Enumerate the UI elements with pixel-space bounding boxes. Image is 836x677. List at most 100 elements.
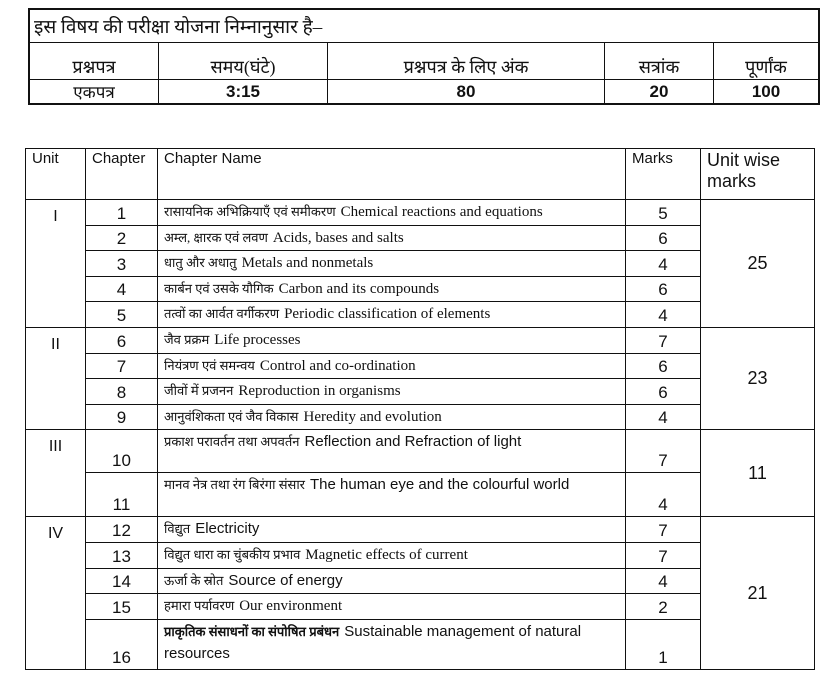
unit-cell: III [25,429,86,518]
chapter-name-english: Acids, bases and salts [272,229,404,246]
chapter-name: मानव नेत्र तथा रंग बिरंगा संसार The human… [157,472,626,518]
chapter-name-hindi: विद्युत धारा का चुंबकीय प्रभाव [164,546,301,562]
chapter-name-hindi: तत्वों का आर्वत वर्गीकरण [164,306,280,322]
chapter-name-hindi: कार्बन एवं उसके यौगिक [164,280,274,296]
chapter-marks: 7 [625,429,701,474]
chapter-number: 7 [85,352,158,380]
chapter-name-hindi: जैव प्रक्रम [164,331,210,347]
chapter-name-english: Reproduction in organisms [238,383,401,400]
chapter-marks: 7 [625,326,701,354]
chapter-name-english: Our environment [239,598,343,615]
chapter-name: अम्ल, क्षारक एवं लवण Acids, bases and sal… [157,224,626,252]
table-row: III 10 प्रकाश परावर्तन तथा अपवर्तन Reflecti… [25,429,815,518]
table-row: 15 हमारा पर्यावरण Our environment 2 [26,593,815,620]
table-row: I 1 रासायनिक अभिक्रियाएँ एवं समीकरण Chemica… [25,199,815,328]
chapter-name-english: Chemical reactions and equations [340,204,543,220]
chapter-name-hindi: हमारा पर्यावरण [164,598,235,614]
unit-wise-marks: 25 [700,199,815,328]
chapter-number: 14 [85,567,158,595]
table-row: 2 अम्ल, क्षारक एवं लवण Acids, bases and sa… [26,224,815,252]
unit-cell: IV [25,516,86,670]
chapter-name: जैव प्रक्रम Life processes [157,326,626,354]
table-row: 14 ऊर्जा के स्रोत Source of energy 4 [26,567,815,595]
unit-wise-marks: 23 [700,326,815,431]
exam-scheme-table: इस विषय की परीक्षा योजना निम्नानुसार है–… [28,8,820,105]
chapter-name-hindi: ऊर्जा के स्रोत [164,572,224,588]
chapter-marks: 4 [625,403,701,431]
chapter-name-english: Electricity [195,520,260,538]
chapter-name-english: Carbon and its compounds [278,280,440,297]
chapter-marks: 7 [625,541,701,569]
chapter-name-english: Control and co-ordination [259,357,416,374]
chapter-name-hindi: प्राकृतिक संसाधनों का संपोषित प्रबंधन [164,623,340,639]
table-row: IV 12 विद्युत Electricity 7 21 [25,516,815,670]
table-row: II 6 जैव प्रक्रम Life processes 7 23 [25,326,815,431]
unit-wise-marks: 11 [700,429,815,518]
value-time: 3:15 [158,79,328,105]
chapter-name: हमारा पर्यावरण Our environment [157,593,626,620]
chapter-marks: 4 [625,250,701,277]
chapter-name: धातु और अधातु Metals and nonmetals [157,250,626,277]
header-marks: Marks [625,148,701,200]
syllabus-table: Unit Chapter Chapter Name Marks Unit wis… [25,148,815,670]
table-row: 16 प्राकृतिक संसाधनों का संपोषित प्रबंधन S… [26,618,815,670]
chapter-name: नियंत्रण एवं समन्वय Control and co-ordina… [157,352,626,380]
chapter-name: ऊर्जा के स्रोत Source of energy [157,567,626,595]
chapter-marks: 6 [625,275,701,303]
chapter-name-english: Life processes [214,331,301,348]
chapter-marks: 4 [625,567,701,595]
chapter-name-hindi: अम्ल, क्षारक एवं लवण [164,229,268,245]
chapter-name-english: Reflection and Refraction of light [304,433,522,451]
chapter-number: 6 [85,326,158,354]
table-row: 5 तत्वों का आर्वत वर्गीकरण Periodic classi… [26,301,815,328]
chapter-marks: 4 [625,301,701,328]
chapter-number: 13 [85,541,158,569]
header-unit-wise-marks: Unit wise marks [700,148,815,200]
chapter-name-hindi: विद्युत [164,521,191,537]
value-paper: एकपत्र [28,79,159,105]
header-chapter: Chapter [85,148,158,200]
header-internal-marks: सत्रांक [604,42,714,80]
header-total-marks: पूर्णांक [713,42,820,80]
header-paper-marks: प्रश्नपत्र के लिए अंक [327,42,605,80]
chapter-name: प्राकृतिक संसाधनों का संपोषित प्रबंधन Sus… [157,618,626,670]
chapter-marks: 1 [625,618,701,670]
chapter-marks: 6 [625,378,701,405]
header-paper: प्रश्नपत्र [28,42,159,80]
chapter-number: 10 [85,429,158,474]
chapter-name-english: Sustainable management of natural resour… [164,622,582,662]
chapter-number: 16 [85,618,158,670]
chapter-name: आनुवंशिकता एवं जैव विकास Heredity and evo… [157,403,626,431]
chapter-marks: 6 [625,352,701,380]
value-total-marks: 100 [713,79,820,105]
chapter-number: 4 [85,275,158,303]
chapter-name-english: Metals and nonmetals [241,255,374,272]
chapter-name: प्रकाश परावर्तन तथा अपवर्तन Reflection an… [157,429,626,474]
table-row: 9 आनुवंशिकता एवं जैव विकास Heredity and ev… [26,403,815,431]
chapter-marks: 7 [625,516,701,543]
chapter-name-hindi: धातु और अधातु [164,255,237,271]
header-chapter-name: Chapter Name [157,148,626,200]
header-time: समय(घंटे) [158,42,328,80]
chapter-name-hindi: आनुवंशिकता एवं जैव विकास [164,408,299,424]
chapter-name: कार्बन एवं उसके यौगिक Carbon and its comp… [157,275,626,303]
chapter-name-hindi: रासायनिक अभिक्रियाएँ एवं समीकरण [164,204,336,219]
scheme-title: इस विषय की परीक्षा योजना निम्नानुसार है– [28,8,820,43]
chapter-number: 3 [85,250,158,277]
chapter-name: तत्वों का आर्वत वर्गीकरण Periodic classif… [157,301,626,328]
unit-cell: I [25,199,86,328]
chapter-name-english: Source of energy [228,571,343,589]
chapter-number: 1 [85,199,158,226]
table-row: 7 नियंत्रण एवं समन्वय Control and co-ordin… [26,352,815,380]
table-row: 4 कार्बन एवं उसके यौगिक Carbon and its com… [26,275,815,303]
chapter-number: 15 [85,593,158,620]
chapter-marks: 6 [625,224,701,252]
chapter-marks: 5 [625,199,701,226]
chapter-number: 9 [85,403,158,431]
unit-cell: II [25,326,86,431]
table-row: 13 विद्युत धारा का चुंबकीय प्रभाव Magnetic… [26,541,815,569]
table-row: 3 धातु और अधातु Metals and nonmetals 4 [26,250,815,277]
chapter-name: विद्युत धारा का चुंबकीय प्रभाव Magnetic e… [157,541,626,569]
chapter-name-english: The human eye and the colourful world [310,476,570,494]
chapter-marks: 4 [625,472,701,518]
